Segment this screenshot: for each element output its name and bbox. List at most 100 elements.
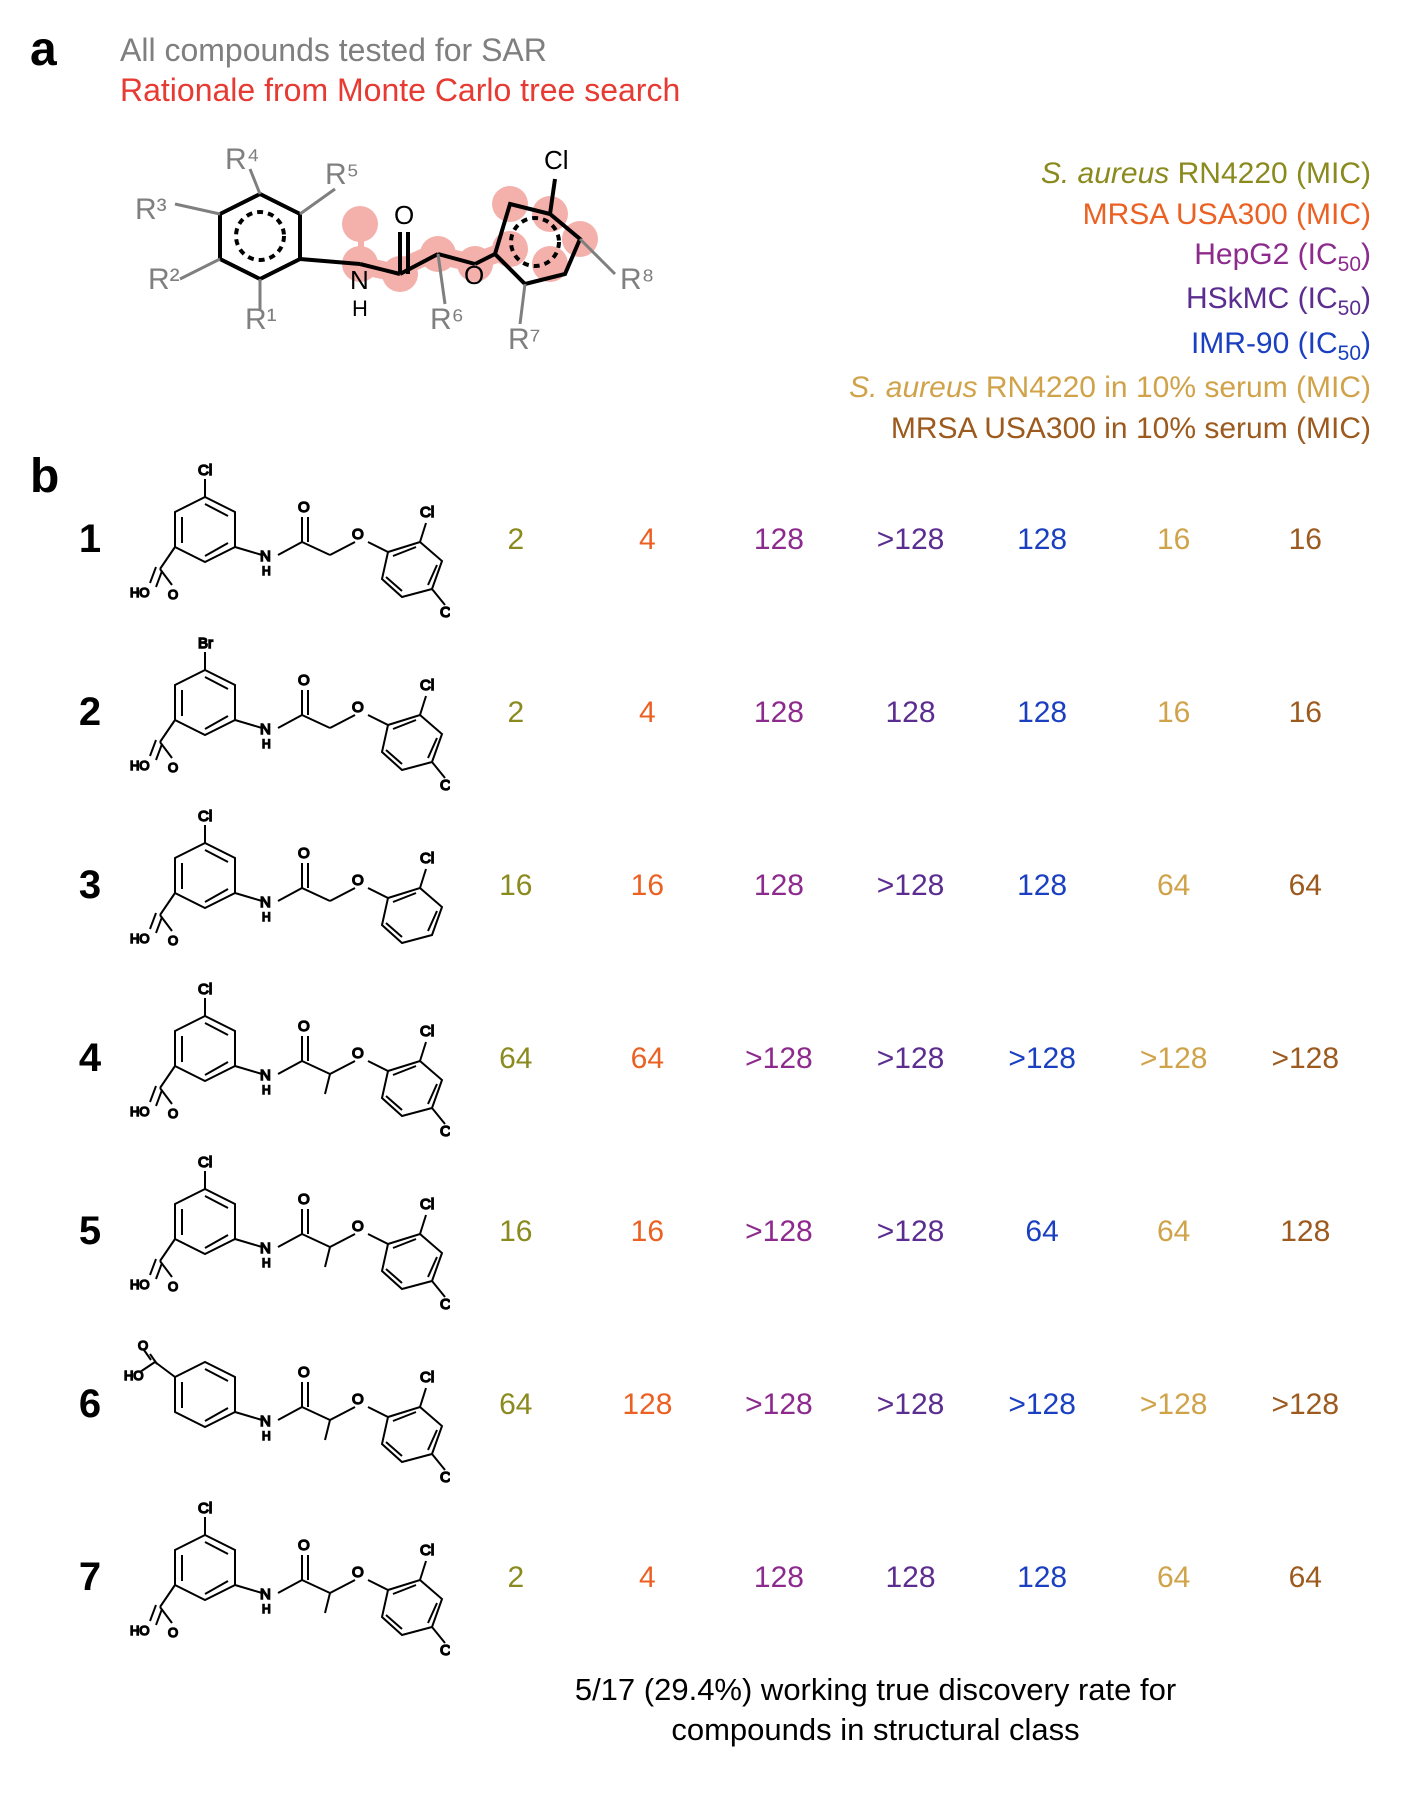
value-cell: >128 [1108, 1388, 1240, 1422]
svg-text:N: N [260, 1067, 271, 1084]
value-cell: 64 [1239, 869, 1371, 903]
value-cell: 128 [713, 1561, 845, 1595]
value-cell: 128 [845, 696, 977, 730]
scaffold-region: N H O O Cl R¹ R² R³ R⁴ R⁵ R⁶ R⁷ R⁸ [60, 124, 1371, 449]
value-cell: >128 [845, 1388, 977, 1422]
svg-text:Cl: Cl [420, 1369, 434, 1386]
svg-text:R⁶: R⁶ [430, 303, 464, 336]
assay-legend-item: MRSA USA300 (MIC) [849, 195, 1371, 236]
svg-text:O: O [352, 1218, 364, 1235]
svg-text:O: O [352, 1564, 364, 1581]
svg-text:O: O [352, 699, 364, 716]
value-cell: 128 [845, 1561, 977, 1595]
svg-text:O: O [298, 672, 310, 689]
value-cell: 64 [1108, 1561, 1240, 1595]
svg-text:Cl: Cl [198, 808, 212, 825]
compound-structure: ClNHOOClClHOO [120, 976, 450, 1141]
value-cell: 64 [582, 1042, 714, 1076]
compound-structure: ClNHOOClClHOO [120, 1149, 450, 1314]
svg-text:H: H [262, 1602, 271, 1616]
value-cell: 128 [976, 523, 1108, 557]
value-cell: 128 [1239, 1215, 1371, 1249]
value-cell: 64 [1108, 869, 1240, 903]
svg-text:R³: R³ [135, 193, 167, 226]
svg-text:O: O [168, 933, 178, 948]
value-cell: 128 [582, 1388, 714, 1422]
svg-text:Cl: Cl [420, 1023, 434, 1040]
compound-id: 2 [60, 690, 120, 735]
svg-text:O: O [168, 1625, 178, 1640]
svg-text:Cl: Cl [440, 1296, 450, 1313]
svg-text:O: O [298, 499, 310, 516]
atom-cl: Cl [544, 145, 569, 175]
value-cell: 64 [450, 1042, 582, 1076]
value-cell: >128 [976, 1388, 1108, 1422]
svg-text:Cl: Cl [420, 850, 434, 867]
value-cell: 64 [1108, 1215, 1240, 1249]
svg-text:HO: HO [130, 1104, 150, 1119]
svg-text:O: O [352, 1045, 364, 1062]
discovery-rate-note: 5/17 (29.4%) working true discovery rate… [380, 1670, 1371, 1751]
compound-id: 4 [60, 1036, 120, 1081]
assay-legend-item: IMR-90 (IC50) [849, 324, 1371, 368]
header-line-1: All compounds tested for SAR [120, 30, 1371, 70]
svg-text:Cl: Cl [198, 1500, 212, 1517]
svg-text:O: O [352, 872, 364, 889]
footer-line-2: compounds in structural class [380, 1710, 1371, 1750]
compound-id: 1 [60, 517, 120, 562]
assay-legend-item: S. aureus RN4220 in 10% serum (MIC) [849, 368, 1371, 409]
value-cell: 2 [450, 1561, 582, 1595]
svg-text:H: H [262, 1256, 271, 1270]
svg-text:H: H [262, 737, 271, 751]
assay-legend-item: HSkMC (IC50) [849, 279, 1371, 323]
value-cell: >128 [1239, 1388, 1371, 1422]
value-cell: 128 [976, 869, 1108, 903]
compound-id: 6 [60, 1382, 120, 1427]
svg-text:O: O [168, 1106, 178, 1121]
compound-structure: NHOOClClHOO [120, 1322, 450, 1487]
value-cell: 16 [1239, 696, 1371, 730]
value-cell: 64 [976, 1215, 1108, 1249]
value-cell: 16 [1108, 696, 1240, 730]
value-cell: 16 [1239, 523, 1371, 557]
svg-text:HO: HO [130, 1277, 150, 1292]
value-cell: 16 [582, 1215, 714, 1249]
svg-text:N: N [260, 721, 271, 738]
svg-text:N: N [260, 1240, 271, 1257]
compound-row: 5ClNHOOClClHOO1616>128>1286464128 [60, 1149, 1371, 1314]
svg-text:HO: HO [130, 931, 150, 946]
value-cell: 4 [582, 523, 714, 557]
svg-text:H: H [262, 1429, 271, 1443]
compound-structure: ClNHOOClClHOO [120, 457, 450, 622]
scaffold-svg: N H O O Cl R¹ R² R³ R⁴ R⁵ R⁶ R⁷ R⁸ [60, 124, 680, 404]
value-cell: 128 [713, 869, 845, 903]
value-cell: >128 [845, 1042, 977, 1076]
value-cell: 128 [713, 523, 845, 557]
compound-row: 3ClNHOOClHOO1616128>1281286464 [60, 803, 1371, 968]
svg-text:Br: Br [198, 635, 213, 652]
svg-text:O: O [298, 1537, 310, 1554]
svg-text:O: O [352, 526, 364, 543]
compound-values: 241281281286464 [450, 1561, 1371, 1595]
svg-text:H: H [262, 910, 271, 924]
svg-text:HO: HO [130, 1623, 150, 1638]
value-cell: 16 [582, 869, 714, 903]
compound-values: 24128>1281281616 [450, 523, 1371, 557]
value-cell: 2 [450, 696, 582, 730]
compound-id: 3 [60, 863, 120, 908]
compound-values: 1616>128>1286464128 [450, 1215, 1371, 1249]
value-cell: 16 [450, 869, 582, 903]
value-cell: 128 [713, 696, 845, 730]
assay-legend-item: HepG2 (IC50) [849, 235, 1371, 279]
svg-text:O: O [168, 1279, 178, 1294]
svg-text:N: N [260, 1586, 271, 1603]
svg-text:O: O [168, 587, 178, 602]
footer-line-1: 5/17 (29.4%) working true discovery rate… [380, 1670, 1371, 1710]
compound-values: 6464>128>128>128>128>128 [450, 1042, 1371, 1076]
assay-legend: S. aureus RN4220 (MIC)MRSA USA300 (MIC)H… [849, 154, 1371, 449]
value-cell: >128 [713, 1215, 845, 1249]
compound-values: 241281281281616 [450, 696, 1371, 730]
atom-n: N [350, 265, 369, 295]
panel-a-header: a All compounds tested for SAR Rationale… [60, 30, 1371, 110]
value-cell: 64 [450, 1388, 582, 1422]
